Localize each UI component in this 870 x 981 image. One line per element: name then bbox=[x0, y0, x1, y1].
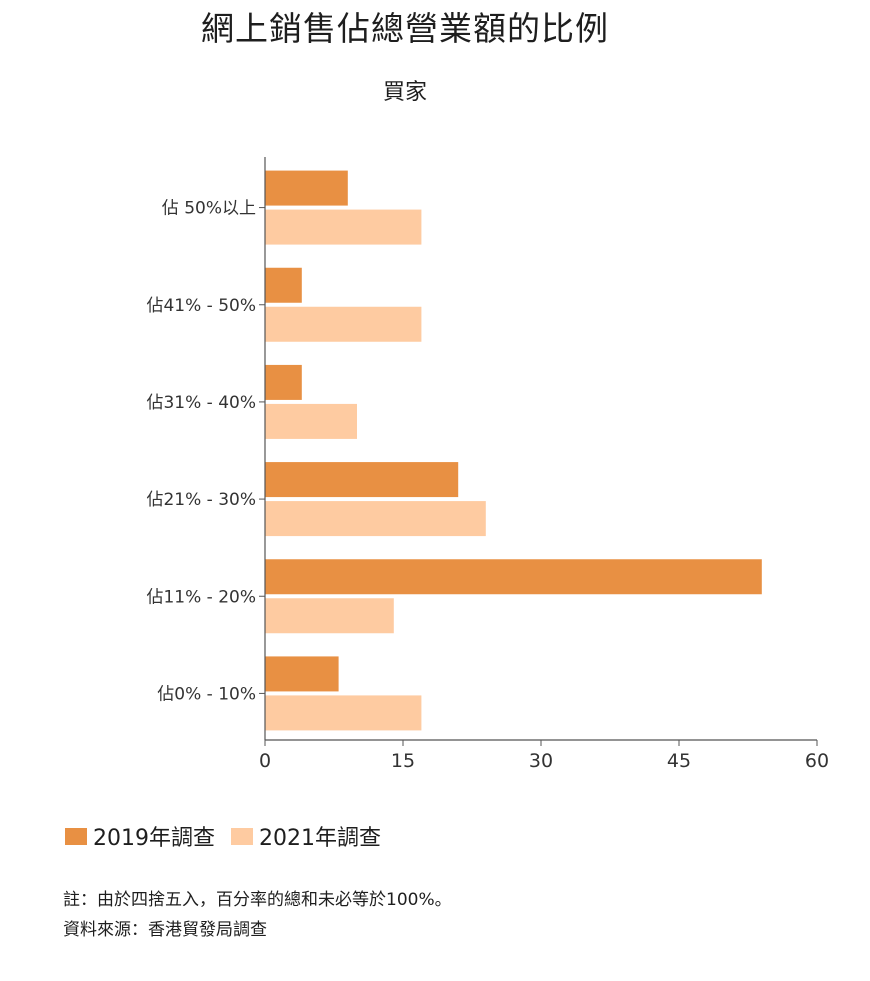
rounding-note: 註：由於四捨五入，百分率的總和未必等於100%。 bbox=[63, 890, 452, 910]
bar-2021-0 bbox=[265, 209, 422, 245]
chart-subtitle: 買家 bbox=[382, 80, 427, 105]
bar-2019-3 bbox=[265, 462, 459, 498]
y-tick-label-4: 佔11% - 20% bbox=[146, 587, 256, 607]
bar-2019-1 bbox=[265, 267, 302, 303]
legend-item-2021[interactable]: 2021年調查 bbox=[231, 820, 381, 852]
legend-item-2019[interactable]: 2019年調查 bbox=[65, 820, 215, 852]
bar-2019-0 bbox=[265, 170, 348, 206]
x-tick-label-0: 0 bbox=[259, 750, 271, 772]
x-tick-label-4: 60 bbox=[805, 750, 829, 772]
bar-2019-4 bbox=[265, 559, 762, 595]
bar-2021-1 bbox=[265, 306, 422, 342]
x-tick-label-2: 30 bbox=[529, 750, 553, 772]
bar-2021-4 bbox=[265, 598, 394, 634]
bar-2019-5 bbox=[265, 656, 339, 692]
y-tick-label-0: 佔 50%以上 bbox=[162, 199, 256, 219]
y-tick-label-3: 佔21% - 30% bbox=[146, 490, 256, 510]
legend-label-2019: 2019年調查 bbox=[93, 826, 215, 851]
x-tick-label-3: 45 bbox=[667, 750, 691, 772]
y-tick-label-2: 佔31% - 40% bbox=[146, 393, 256, 413]
bar-2021-5 bbox=[265, 695, 422, 731]
chart-title: 網上銷售佔總營業額的比例 bbox=[201, 9, 609, 48]
legend: 2019年調查 2021年調查 bbox=[65, 820, 397, 852]
x-tick-label-1: 15 bbox=[391, 750, 415, 772]
legend-swatch-2019 bbox=[65, 827, 87, 845]
footnotes: 註：由於四捨五入，百分率的總和未必等於100%。 資料來源：香港貿發局調查 bbox=[63, 885, 452, 945]
y-tick-label-5: 佔0% - 10% bbox=[157, 684, 256, 704]
legend-label-2021: 2021年調查 bbox=[259, 826, 381, 851]
bar-2021-3 bbox=[265, 501, 486, 537]
bar-2019-2 bbox=[265, 364, 302, 400]
legend-swatch-2021 bbox=[231, 827, 253, 845]
bar-2021-2 bbox=[265, 403, 357, 439]
y-tick-label-1: 佔41% - 50% bbox=[146, 296, 256, 316]
source-note: 資料來源：香港貿發局調查 bbox=[63, 920, 267, 940]
